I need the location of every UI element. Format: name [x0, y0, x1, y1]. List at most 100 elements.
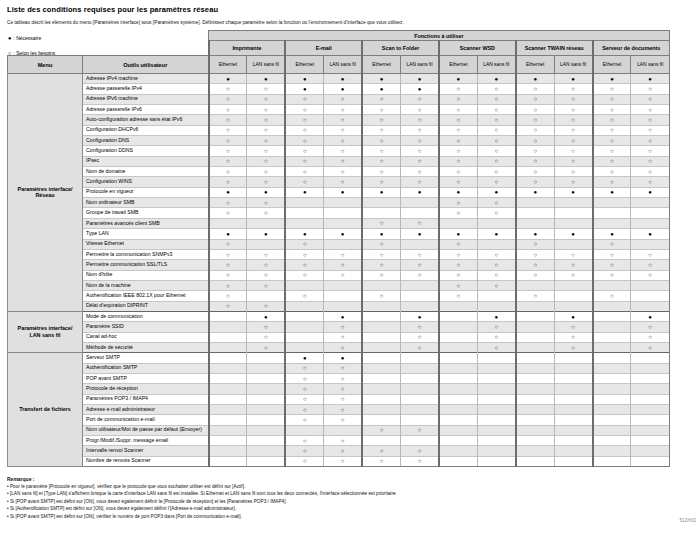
requirement-cell [439, 322, 477, 332]
requirement-cell [439, 342, 477, 352]
requirement-cell: ○ [209, 260, 247, 270]
requirement-cell: ○ [439, 270, 477, 280]
remarks-heading: Remarque : [7, 476, 397, 482]
requirement-cell: ● [324, 74, 362, 84]
requirement-cell: ○ [593, 291, 631, 301]
requirement-cell: ○ [209, 208, 247, 218]
as-needed-circle-icon: ○ [8, 50, 11, 56]
parameter-label: Authentification IEEE 802.1X pour Ethern… [83, 291, 209, 301]
requirement-cell: ○ [209, 301, 247, 311]
requirement-cell [439, 384, 477, 394]
requirement-cell: ○ [401, 332, 439, 342]
requirement-cell [631, 436, 669, 446]
requirement-cell [516, 280, 554, 290]
requirement-cell [247, 446, 285, 456]
requirement-cell: ○ [324, 270, 362, 280]
requirement-cell: ○ [285, 436, 323, 446]
requirement-cell [209, 436, 247, 446]
requirement-cell: ○ [631, 167, 669, 177]
requirement-cell: ○ [247, 94, 285, 104]
requirement-cell [477, 436, 515, 446]
requirement-cell: ○ [477, 249, 515, 259]
requirement-cell [516, 394, 554, 404]
requirement-cell [401, 301, 439, 311]
requirement-cell: ○ [285, 94, 323, 104]
requirement-cell [209, 353, 247, 363]
requirement-cell [439, 218, 477, 228]
requirement-cell: ○ [285, 456, 323, 466]
requirement-cell [477, 301, 515, 311]
requirement-cell: ● [401, 229, 439, 239]
requirement-cell: ○ [401, 249, 439, 259]
requirement-cell: ○ [439, 260, 477, 270]
requirement-cell [324, 208, 362, 218]
parameter-label: Adresse passerelle IPv4 [83, 84, 209, 94]
table-row: Permettre la communication SNMPv3○○○○○○○… [8, 249, 670, 259]
requirement-cell [631, 208, 669, 218]
requirement-cell [593, 436, 631, 446]
table-row: Configuration DDNS○○○○○○○○○○○○ [8, 146, 670, 156]
parameter-label: Nom utilisateur/Mot de passe par défaut … [83, 425, 209, 435]
requirement-cell: ○ [401, 115, 439, 125]
requirement-cell [401, 405, 439, 415]
requirement-cell: ○ [362, 456, 400, 466]
requirement-cell: ○ [554, 84, 592, 94]
requirement-cell: ● [324, 229, 362, 239]
requirement-cell: ○ [209, 198, 247, 208]
requirement-cell [439, 415, 477, 425]
requirement-cell [516, 208, 554, 218]
requirement-cell [362, 322, 400, 332]
menu-section-label: Paramètres interface/ Réseau [8, 74, 83, 312]
requirement-cell: ○ [631, 94, 669, 104]
requirement-cell: ○ [401, 125, 439, 135]
parameter-label: Protocole en vigueur [83, 187, 209, 197]
requirement-cell: ● [247, 187, 285, 197]
requirement-cell: ○ [516, 177, 554, 187]
requirement-cell [477, 456, 515, 466]
requirement-cell: ○ [593, 270, 631, 280]
requirement-cell: ○ [285, 260, 323, 270]
function-group-header: E-mail [285, 41, 362, 56]
requirement-cell [247, 373, 285, 383]
requirement-cell [477, 446, 515, 456]
requirement-cell [439, 311, 477, 321]
requirement-cell: ○ [477, 270, 515, 280]
interface-type-header: LAN sans fil [477, 56, 515, 74]
parameter-label: Intervalle renvoi Scanner [83, 446, 209, 456]
requirement-cell [209, 425, 247, 435]
requirement-cell: ○ [285, 136, 323, 146]
requirement-cell: ● [554, 187, 592, 197]
requirement-cell [362, 415, 400, 425]
requirement-cell [209, 342, 247, 352]
requirement-cell: ○ [324, 105, 362, 115]
requirement-cell [593, 394, 631, 404]
requirement-cell: ○ [247, 249, 285, 259]
requirement-cell: ○ [285, 270, 323, 280]
requirement-cell [209, 415, 247, 425]
requirement-cell [362, 405, 400, 415]
requirement-cell: ○ [439, 94, 477, 104]
function-group-header: Scanner TWAIN réseau [516, 41, 593, 56]
requirement-cell [516, 405, 554, 415]
requirement-cell: ○ [362, 156, 400, 166]
requirement-cell [554, 384, 592, 394]
parameter-label: Nom de domaine [83, 167, 209, 177]
requirement-cell: ○ [516, 125, 554, 135]
requirement-cell: ○ [401, 156, 439, 166]
requirement-cell: ○ [439, 239, 477, 249]
requirement-cell [209, 311, 247, 321]
table-row: Vitesse Ethernet○○○○○○ [8, 239, 670, 249]
requirement-cell: ○ [362, 136, 400, 146]
requirement-cell: ○ [477, 167, 515, 177]
remark-item: Si [Authentification SMTP] est défini su… [7, 505, 397, 512]
requirement-cell: ○ [324, 332, 362, 342]
table-row: Nom ordinateur SMB○○○○ [8, 198, 670, 208]
required-dot-icon: ● [8, 35, 11, 41]
requirement-cell: ● [247, 74, 285, 84]
requirement-cell: ○ [324, 249, 362, 259]
requirement-cell: ○ [247, 156, 285, 166]
requirement-cell: ○ [324, 115, 362, 125]
table-row: Authentification SMTP○○ [8, 363, 670, 373]
requirement-cell [554, 239, 592, 249]
requirement-cell [631, 291, 669, 301]
